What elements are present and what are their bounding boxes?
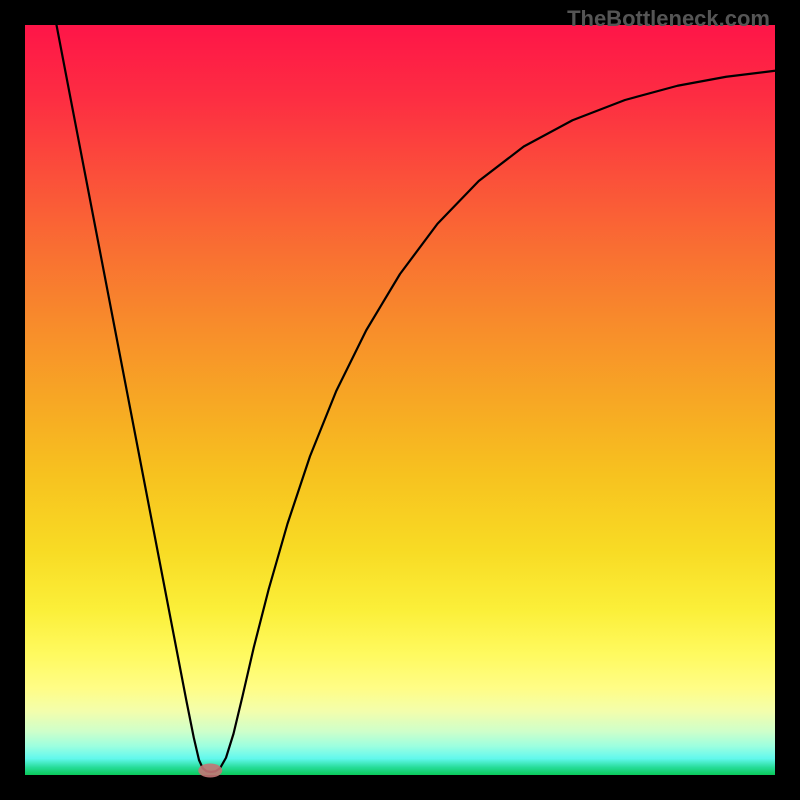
chart-plot-background: [25, 25, 775, 775]
watermark-text: TheBottleneck.com: [567, 6, 770, 32]
optimal-point-marker: [198, 764, 222, 778]
bottleneck-chart: TheBottleneck.com: [0, 0, 800, 800]
chart-svg: [0, 0, 800, 800]
